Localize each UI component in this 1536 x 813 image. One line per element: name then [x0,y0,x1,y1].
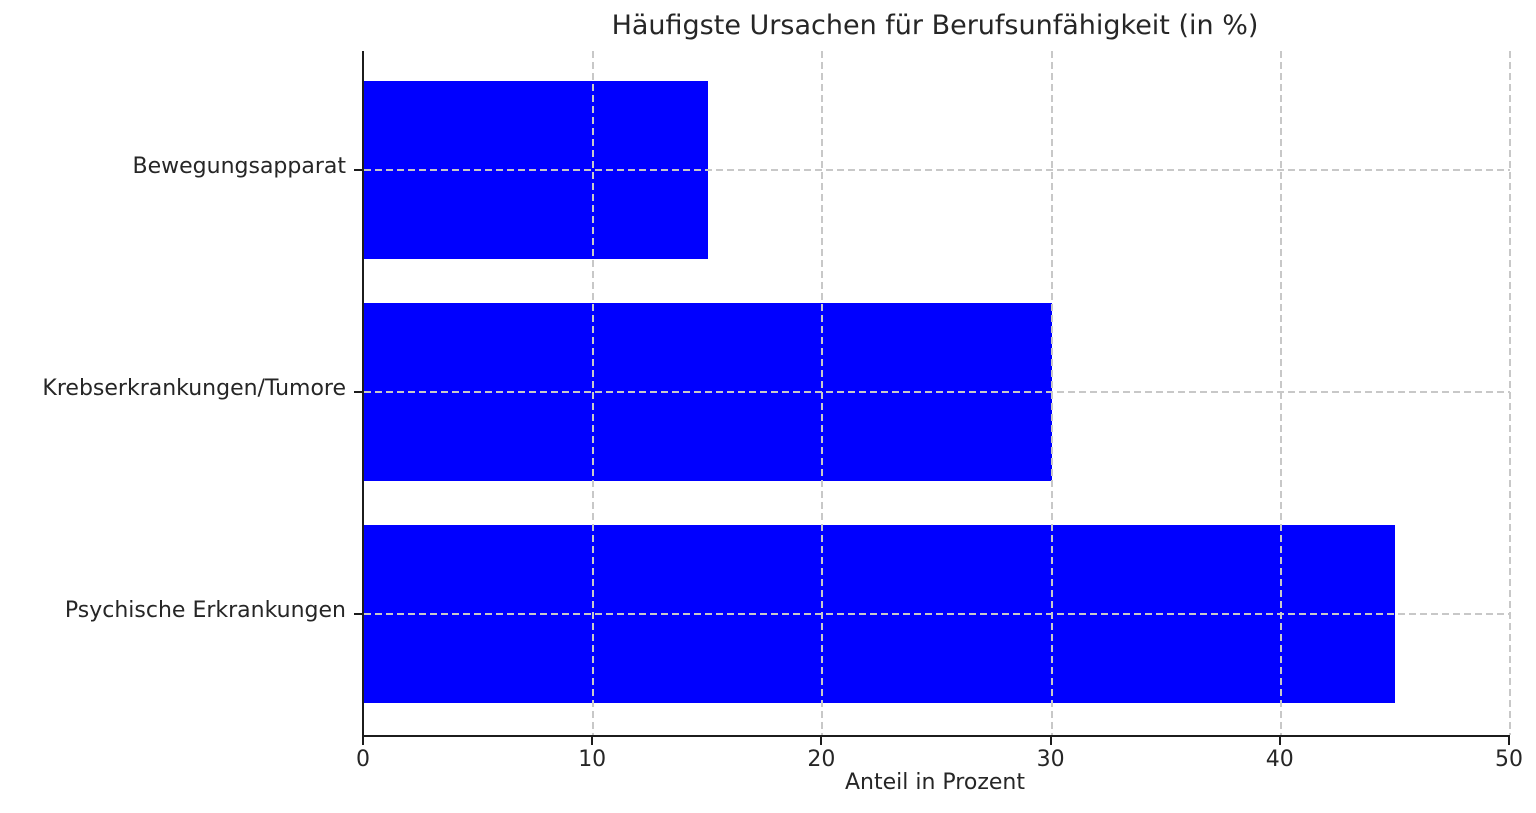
y-gridline [364,169,1510,172]
y-gridline [364,613,1510,616]
x-tick-label: 0 [356,747,370,772]
x-tick-mark [1278,737,1281,745]
x-tick-label: 50 [1495,747,1523,772]
x-tick-mark [1049,737,1052,745]
x-tick-mark [591,737,594,745]
x-gridline [1509,51,1511,735]
x-tick-mark [820,737,823,745]
x-tick-mark [1508,737,1510,745]
plot-area [362,51,1511,737]
y-tick-mark [354,613,362,616]
x-tick-label: 10 [578,747,607,772]
y-tick-label: Psychische Erkrankungen [64,598,346,624]
y-tick-label: Bewegungsapparat [132,154,346,180]
x-axis-label: Anteil in Prozent [845,770,1025,795]
chart-title: Häufigste Ursachen für Berufsunfähigkeit… [611,10,1259,41]
y-tick-label: Krebserkrankungen/Tumore [42,376,346,402]
x-tick-mark [362,737,364,745]
x-tick-label: 40 [1265,747,1294,772]
x-tick-label: 20 [807,747,836,772]
y-tick-mark [354,169,362,172]
y-tick-mark [354,391,362,394]
y-gridline [364,391,1510,394]
x-tick-label: 30 [1036,747,1065,772]
